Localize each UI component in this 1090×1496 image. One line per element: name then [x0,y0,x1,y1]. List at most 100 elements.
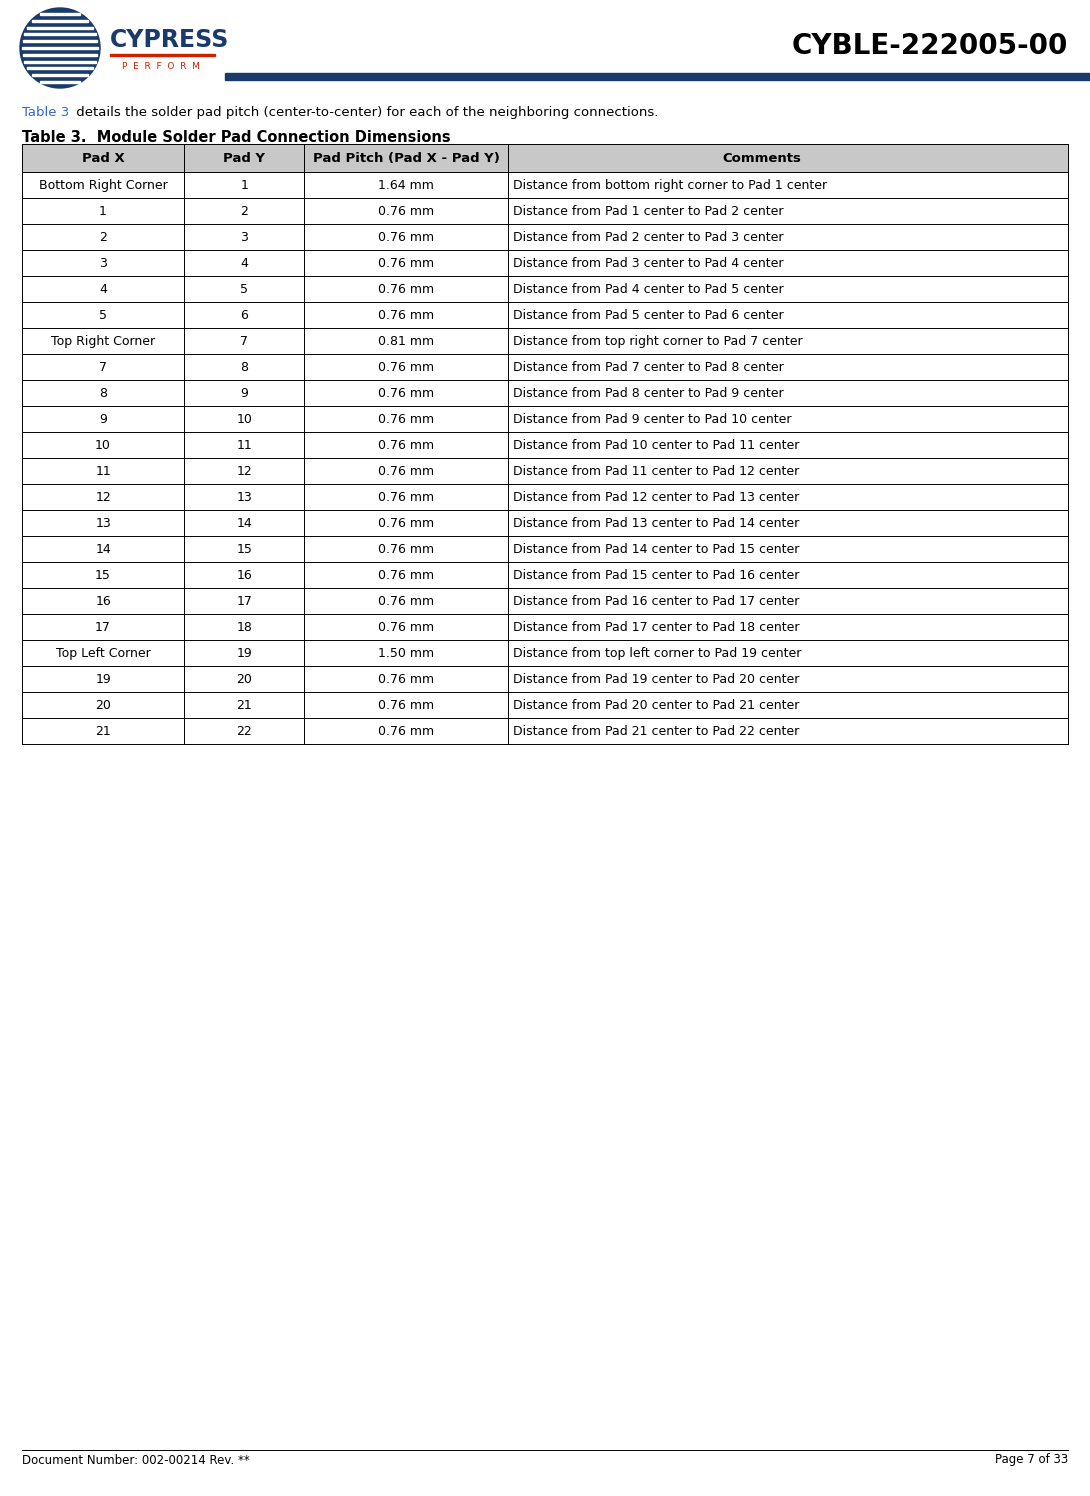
Text: Distance from Pad 15 center to Pad 16 center: Distance from Pad 15 center to Pad 16 ce… [513,568,800,582]
Text: 3: 3 [240,230,249,244]
Text: 1.64 mm: 1.64 mm [378,178,434,191]
Text: 1: 1 [99,205,107,217]
Text: 10: 10 [237,413,252,425]
Bar [22,224,1068,250]
Text: 22: 22 [237,724,252,738]
Text: 0.76 mm: 0.76 mm [378,256,435,269]
Bar [22,640,1068,666]
Text: 0.76 mm: 0.76 mm [378,673,435,685]
Bar [22,250,1068,275]
Text: 10: 10 [95,438,111,452]
Text: 1: 1 [240,178,249,191]
Text: 1.50 mm: 1.50 mm [378,646,435,660]
Bar [22,588,1068,613]
Text: 20: 20 [95,699,111,712]
Bar [22,172,1068,197]
Text: Distance from Pad 11 center to Pad 12 center: Distance from Pad 11 center to Pad 12 ce… [513,464,800,477]
Bar [27,27,93,28]
Text: Distance from Pad 7 center to Pad 8 center: Distance from Pad 7 center to Pad 8 cent… [513,361,784,374]
Bar [24,33,96,36]
Text: 0.76 mm: 0.76 mm [378,205,435,217]
Text: Distance from Pad 9 center to Pad 10 center: Distance from Pad 9 center to Pad 10 cen… [513,413,792,425]
Text: Bottom Right Corner: Bottom Right Corner [38,178,168,191]
Bar [22,302,1068,328]
Text: 0.76 mm: 0.76 mm [378,491,435,504]
Text: 16: 16 [237,568,252,582]
Bar [22,405,1068,432]
Text: 0.76 mm: 0.76 mm [378,568,435,582]
Text: Distance from Pad 3 center to Pad 4 center: Distance from Pad 3 center to Pad 4 cent… [513,256,784,269]
Text: Distance from Pad 1 center to Pad 2 center: Distance from Pad 1 center to Pad 2 cent… [513,205,784,217]
Bar [40,81,80,82]
Text: 0.76 mm: 0.76 mm [378,464,435,477]
Text: 11: 11 [95,464,111,477]
Text: 5: 5 [99,308,107,322]
Text: 3: 3 [99,256,107,269]
Text: Pad Y: Pad Y [223,151,265,165]
Text: 11: 11 [237,438,252,452]
Text: 16: 16 [95,594,111,607]
Text: 18: 18 [237,621,252,633]
Text: 2: 2 [240,205,249,217]
Bar [23,40,97,42]
Text: Distance from Pad 19 center to Pad 20 center: Distance from Pad 19 center to Pad 20 ce… [513,673,800,685]
Text: 12: 12 [95,491,111,504]
Text: Comments: Comments [723,151,801,165]
Text: Distance from Pad 13 center to Pad 14 center: Distance from Pad 13 center to Pad 14 ce… [513,516,800,530]
Text: 21: 21 [237,699,252,712]
Bar [22,693,1068,718]
Text: 19: 19 [237,646,252,660]
Text: 17: 17 [95,621,111,633]
Text: 2: 2 [99,230,107,244]
Bar [24,61,96,63]
Text: details the solder pad pitch (center-to-center) for each of the neighboring conn: details the solder pad pitch (center-to-… [72,106,658,120]
Bar [22,144,1068,172]
Text: 21: 21 [95,724,111,738]
Text: 7: 7 [240,335,249,347]
Text: 0.76 mm: 0.76 mm [378,543,435,555]
Text: 0.76 mm: 0.76 mm [378,230,435,244]
Bar [22,666,1068,693]
Text: 15: 15 [237,543,252,555]
Text: 0.76 mm: 0.76 mm [378,283,435,296]
Ellipse shape [20,7,100,88]
Text: 12: 12 [237,464,252,477]
Text: 19: 19 [95,673,111,685]
Bar [22,485,1068,510]
Text: 0.76 mm: 0.76 mm [378,438,435,452]
Text: Distance from Pad 10 center to Pad 11 center: Distance from Pad 10 center to Pad 11 ce… [513,438,800,452]
Text: Distance from Pad 21 center to Pad 22 center: Distance from Pad 21 center to Pad 22 ce… [513,724,800,738]
Text: 4: 4 [99,283,107,296]
Text: Distance from top right corner to Pad 7 center: Distance from top right corner to Pad 7 … [513,335,803,347]
Bar [110,54,215,55]
Text: Distance from Pad 5 center to Pad 6 center: Distance from Pad 5 center to Pad 6 cent… [513,308,784,322]
Bar [22,46,98,49]
Bar [22,613,1068,640]
Text: Table 3.  Module Solder Pad Connection Dimensions: Table 3. Module Solder Pad Connection Di… [22,130,450,145]
Text: Distance from Pad 14 center to Pad 15 center: Distance from Pad 14 center to Pad 15 ce… [513,543,800,555]
Text: 17: 17 [237,594,252,607]
Text: Distance from Pad 2 center to Pad 3 center: Distance from Pad 2 center to Pad 3 cent… [513,230,784,244]
Text: Distance from top left corner to Pad 19 center: Distance from top left corner to Pad 19 … [513,646,802,660]
Text: 14: 14 [95,543,111,555]
Bar [22,536,1068,562]
Text: 8: 8 [99,386,107,399]
Bar [22,562,1068,588]
Text: Pad Pitch (Pad X - Pad Y): Pad Pitch (Pad X - Pad Y) [313,151,500,165]
Text: 0.76 mm: 0.76 mm [378,308,435,322]
Text: 4: 4 [240,256,249,269]
Bar [27,67,93,69]
Text: Document Number: 002-00214 Rev. **: Document Number: 002-00214 Rev. ** [22,1454,250,1466]
Bar [32,75,88,76]
Text: 20: 20 [237,673,252,685]
Text: 6: 6 [240,308,249,322]
Bar [23,54,97,55]
Text: 0.76 mm: 0.76 mm [378,516,435,530]
Bar [22,718,1068,744]
Text: 0.76 mm: 0.76 mm [378,413,435,425]
Bar [32,19,88,22]
Text: 13: 13 [95,516,111,530]
Bar [22,355,1068,380]
Text: Distance from Pad 4 center to Pad 5 center: Distance from Pad 4 center to Pad 5 cent… [513,283,784,296]
Text: Distance from Pad 8 center to Pad 9 center: Distance from Pad 8 center to Pad 9 cent… [513,386,784,399]
